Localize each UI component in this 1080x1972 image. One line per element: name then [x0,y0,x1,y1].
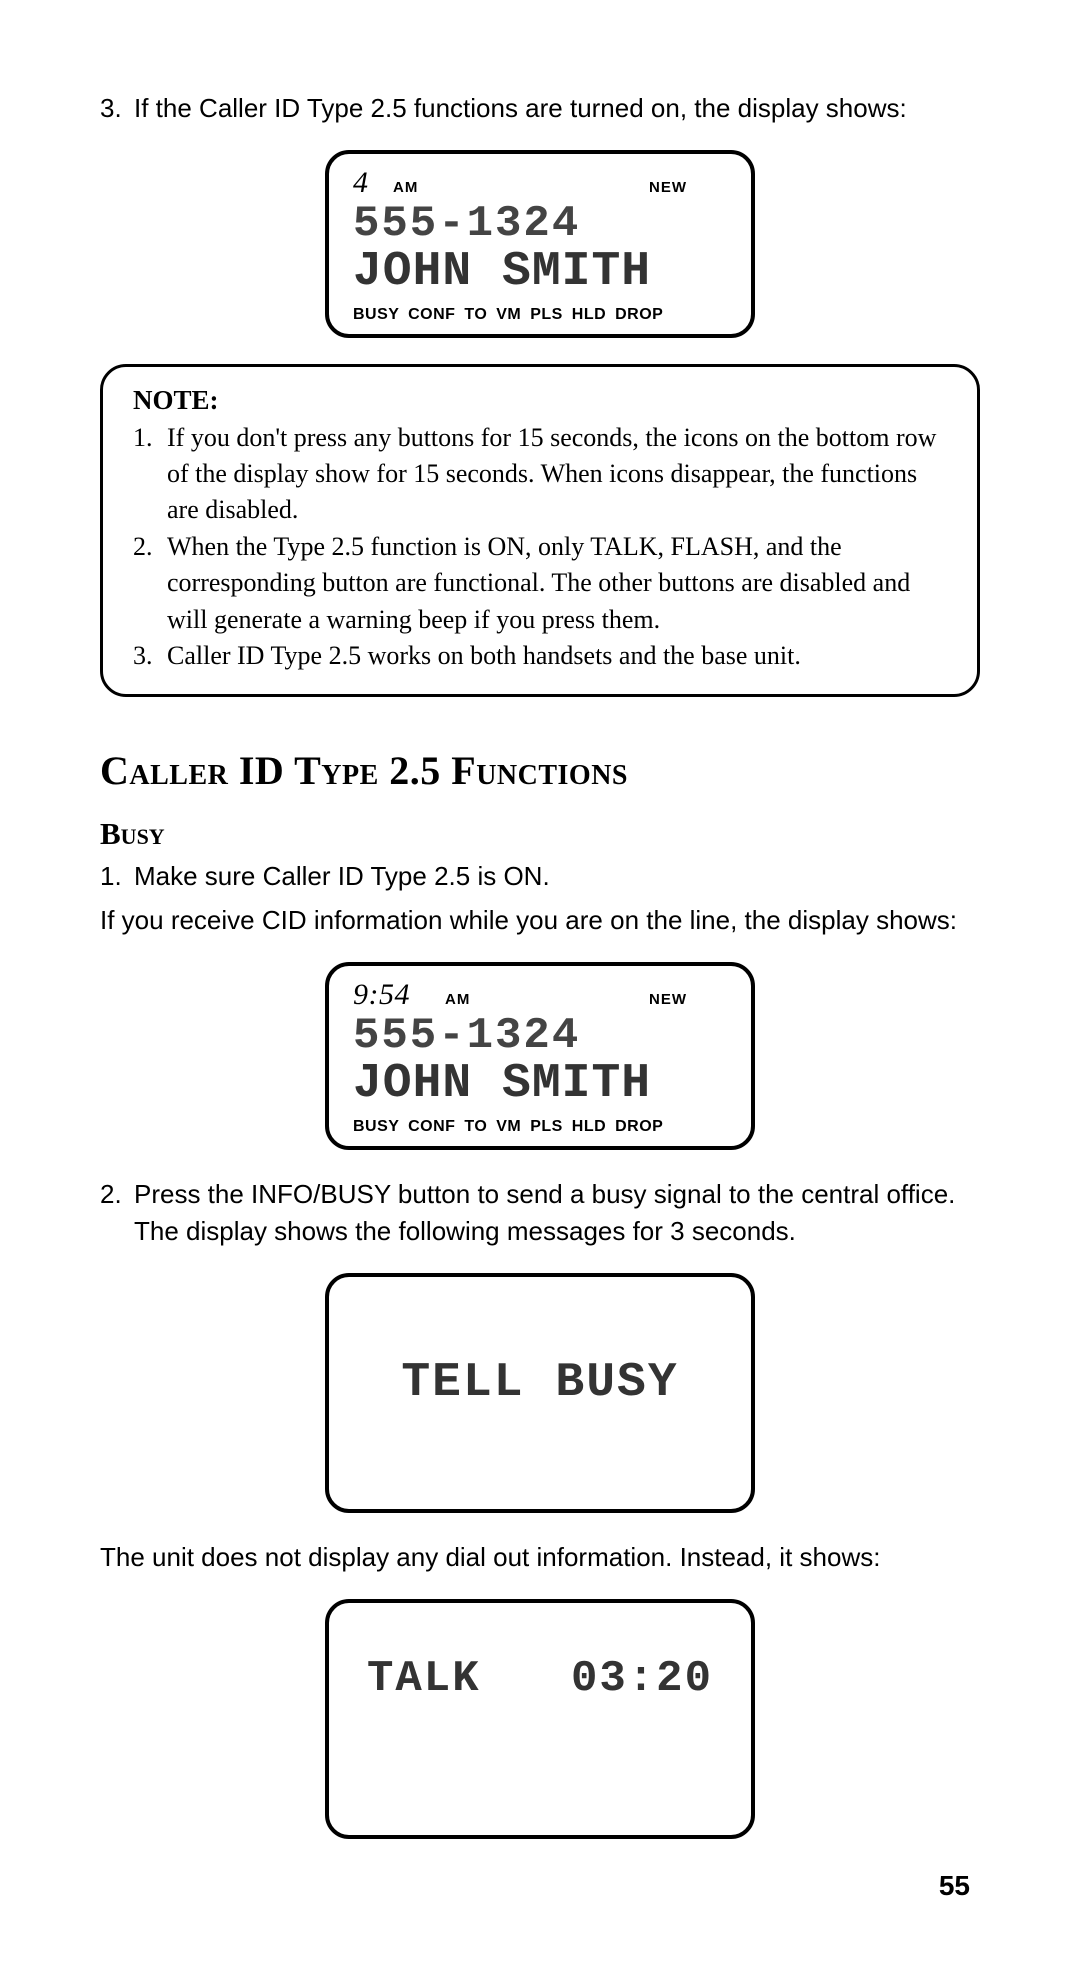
busy-step-1-text: Make sure Caller ID Type 2.5 is ON. [134,858,980,896]
lcd1-phone-number: 555-1324 [353,202,727,246]
lcd-display-2: 9:54 AM NEW 555-1324 JOHN SMITH BUSY CON… [325,962,755,1150]
note-item-3-num: 3. [133,638,167,674]
busy-step-2-text: Press the INFO/BUSY button to send a bus… [134,1176,980,1251]
lcd2-new-indicator: NEW [649,991,687,1008]
busy-heading: Busy [100,816,980,852]
lcd2-phone-number: 555-1324 [353,1014,727,1058]
lcd2-time: 9:54 [353,978,443,1012]
busy-step-2-num: 2. [100,1176,134,1251]
lcd1-counter: 4 [353,166,383,200]
lcd1-ampm: AM [393,179,418,196]
lcd2-top-row: 9:54 AM NEW [353,978,727,1012]
lcd-display-3: TELL BUSY [325,1273,755,1513]
note-item-2-num: 2. [133,529,167,638]
note-box: NOTE: 1. If you don't press any buttons … [100,364,980,698]
note-item-1-text: If you don't press any buttons for 15 se… [167,420,947,529]
lcd-display-1: 4 AM NEW 555-1324 JOHN SMITH BUSY CONF T… [325,150,755,338]
page-number: 55 [939,1870,970,1902]
intro-text: If the Caller ID Type 2.5 functions are … [134,90,980,128]
busy-step-1: 1. Make sure Caller ID Type 2.5 is ON. [100,858,980,896]
lcd2-ampm: AM [445,991,470,1008]
busy-after-2: The unit does not display any dial out i… [100,1539,980,1577]
note-item-2: 2. When the Type 2.5 function is ON, onl… [133,529,947,638]
section-heading: Caller ID Type 2.5 Functions [100,747,980,794]
note-item-1-num: 1. [133,420,167,529]
lcd4-talk-label: TALK [367,1654,481,1704]
lcd1-top-row: 4 AM NEW [353,166,727,200]
lcd2-caller-name: JOHN SMITH [353,1060,727,1108]
note-item-2-text: When the Type 2.5 function is ON, only T… [167,529,947,638]
lcd1-caller-name: JOHN SMITH [353,248,727,296]
intro-line: 3. If the Caller ID Type 2.5 functions a… [100,90,980,128]
lcd3-message: TELL BUSY [359,1359,721,1427]
lcd1-softkey-row: BUSY CONF TO VM PLS HLD DROP [353,306,727,324]
intro-num: 3. [100,90,134,128]
lcd-display-4: TALK 03:20 [325,1599,755,1839]
busy-step-2: 2. Press the INFO/BUSY button to send a … [100,1176,980,1251]
lcd4-timer: 03:20 [571,1654,713,1704]
busy-step-1-num: 1. [100,858,134,896]
note-title: NOTE: [133,385,947,416]
busy-after-1: If you receive CID information while you… [100,902,980,940]
lcd2-softkey-row: BUSY CONF TO VM PLS HLD DROP [353,1118,727,1136]
lcd1-new-indicator: NEW [649,179,687,196]
note-item-3: 3. Caller ID Type 2.5 works on both hand… [133,638,947,674]
lcd4-row: TALK 03:20 [359,1654,721,1784]
note-item-1: 1. If you don't press any buttons for 15… [133,420,947,529]
note-item-3-text: Caller ID Type 2.5 works on both handset… [167,638,947,674]
